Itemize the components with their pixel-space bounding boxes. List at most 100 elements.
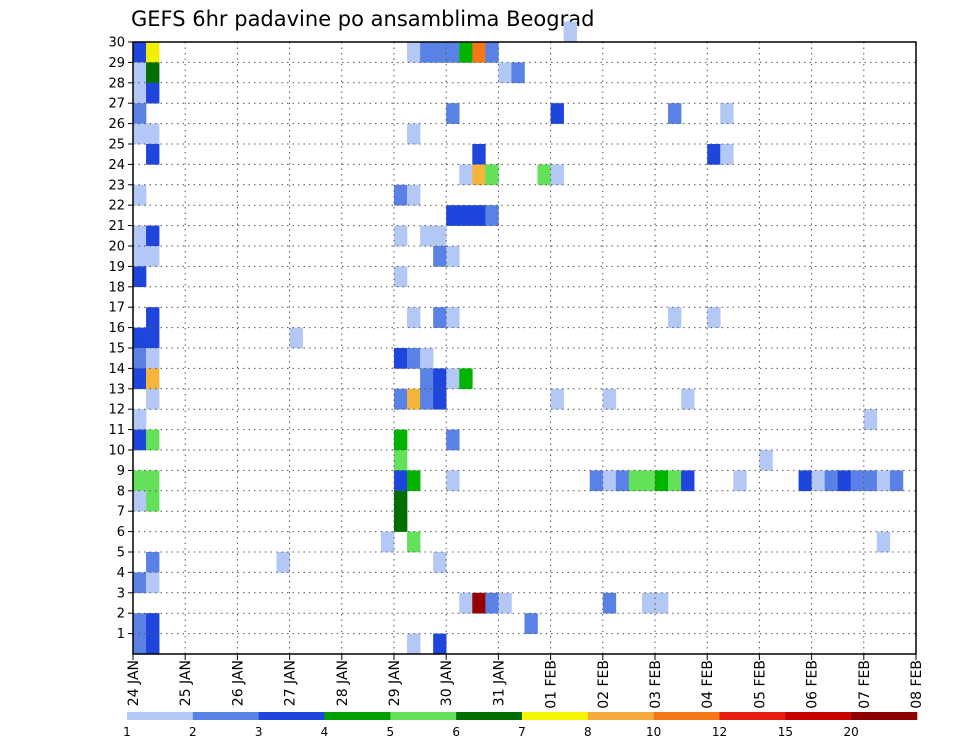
precip-cell: [407, 633, 421, 655]
legend-label: 15: [778, 725, 793, 739]
precip-cell: [380, 531, 395, 553]
precip-cell: [407, 307, 421, 328]
legend-label: 10: [646, 725, 661, 739]
precip-cell: [550, 388, 564, 410]
y-tick-label: 6: [117, 525, 125, 540]
y-tick-label: 9: [117, 464, 125, 479]
precip-cell: [133, 266, 147, 288]
precipitation-cells: [133, 21, 904, 655]
y-tick-label: 4: [117, 566, 125, 581]
precip-cell: [433, 246, 447, 267]
precip-cell: [394, 450, 408, 471]
precip-cell: [420, 388, 434, 410]
precip-cell: [433, 307, 447, 328]
x-tick-label: 03 FEB: [648, 660, 664, 709]
precip-cell: [641, 470, 656, 492]
precip-cell: [655, 592, 669, 614]
precip-cell: [759, 450, 773, 471]
precip-cell: [133, 429, 147, 451]
x-tick-label: 29 JAN: [387, 660, 403, 706]
precip-cell: [655, 470, 669, 492]
x-tick-label: 26 JAN: [230, 660, 246, 706]
precip-cell: [563, 21, 577, 43]
legend-label: 12: [712, 725, 727, 739]
precip-cell: [133, 225, 147, 247]
precip-cell: [511, 62, 525, 84]
precip-cell: [133, 103, 147, 124]
x-axis: 24 JAN 25 JAN 26 JAN 27 JAN 28 JAN 29 JAN 30 J…: [126, 654, 925, 709]
precip-cell: [446, 42, 460, 63]
precip-cell: [146, 429, 160, 451]
y-tick-label: 26: [108, 117, 125, 132]
legend-swatch: [258, 712, 325, 720]
legend-swatch: [127, 712, 194, 720]
precip-cell: [407, 184, 421, 206]
precip-cell: [133, 62, 147, 84]
precip-cell: [394, 388, 408, 410]
precip-cell: [146, 368, 160, 390]
x-tick-label: 31 JAN: [491, 660, 507, 706]
precip-cell: [133, 368, 147, 390]
precip-cell: [498, 592, 512, 614]
legend-swatch: [192, 712, 259, 720]
precip-cell: [133, 409, 147, 430]
legend-label: 5: [387, 725, 395, 739]
precip-cell: [133, 572, 147, 594]
precip-cell: [133, 246, 147, 267]
precip-cell: [433, 368, 447, 390]
precip-cell: [615, 470, 630, 492]
precip-cell: [707, 144, 721, 165]
precip-cell: [472, 164, 486, 186]
precip-cell: [472, 144, 486, 165]
precip-cell: [407, 531, 421, 553]
precip-cell: [433, 225, 447, 247]
precip-cell: [133, 82, 147, 104]
precip-cell: [133, 184, 147, 206]
y-tick-label: 12: [108, 403, 125, 418]
precip-cell: [628, 470, 643, 492]
precip-cell: [146, 327, 160, 349]
precip-cell: [146, 348, 160, 369]
precip-cell: [889, 470, 904, 492]
precip-cell: [146, 225, 160, 247]
precip-cell: [446, 470, 460, 492]
legend-label: 3: [255, 725, 263, 739]
precip-cell: [824, 470, 838, 492]
precip-cell: [433, 552, 447, 573]
precip-cell: [798, 470, 812, 492]
legend-swatch: [522, 712, 589, 720]
precip-cell: [146, 572, 160, 594]
precip-cell: [602, 470, 617, 492]
precip-cell: [602, 388, 617, 410]
y-tick-label: 28: [108, 76, 125, 91]
precip-cell: [146, 123, 160, 145]
precip-cell: [146, 246, 160, 267]
y-tick-label: 23: [108, 178, 125, 193]
precip-cell: [472, 592, 486, 614]
y-tick-label: 29: [108, 56, 125, 71]
precip-cell: [485, 42, 499, 63]
precip-cell: [668, 470, 682, 492]
precip-cell: [459, 368, 473, 390]
legend-swatch: [719, 712, 786, 720]
precip-cell: [407, 348, 421, 369]
precip-cell: [472, 205, 486, 226]
precip-cell: [394, 266, 408, 288]
precip-cell: [407, 123, 421, 145]
legend-label: 7: [518, 725, 526, 739]
precip-cell: [394, 470, 408, 492]
y-tick-label: 17: [108, 301, 125, 316]
precip-cell: [668, 103, 682, 124]
precip-cell: [681, 388, 695, 410]
legend-swatch: [653, 712, 720, 720]
legend-swatch: [456, 712, 523, 720]
precip-cell: [133, 633, 147, 655]
y-tick-label: 10: [108, 444, 125, 459]
legend-label: 6: [452, 725, 460, 739]
precip-cell: [863, 470, 878, 492]
precip-cell: [133, 490, 147, 512]
precip-cell: [720, 144, 734, 165]
precip-cell: [459, 205, 473, 226]
precip-cell: [498, 62, 512, 84]
